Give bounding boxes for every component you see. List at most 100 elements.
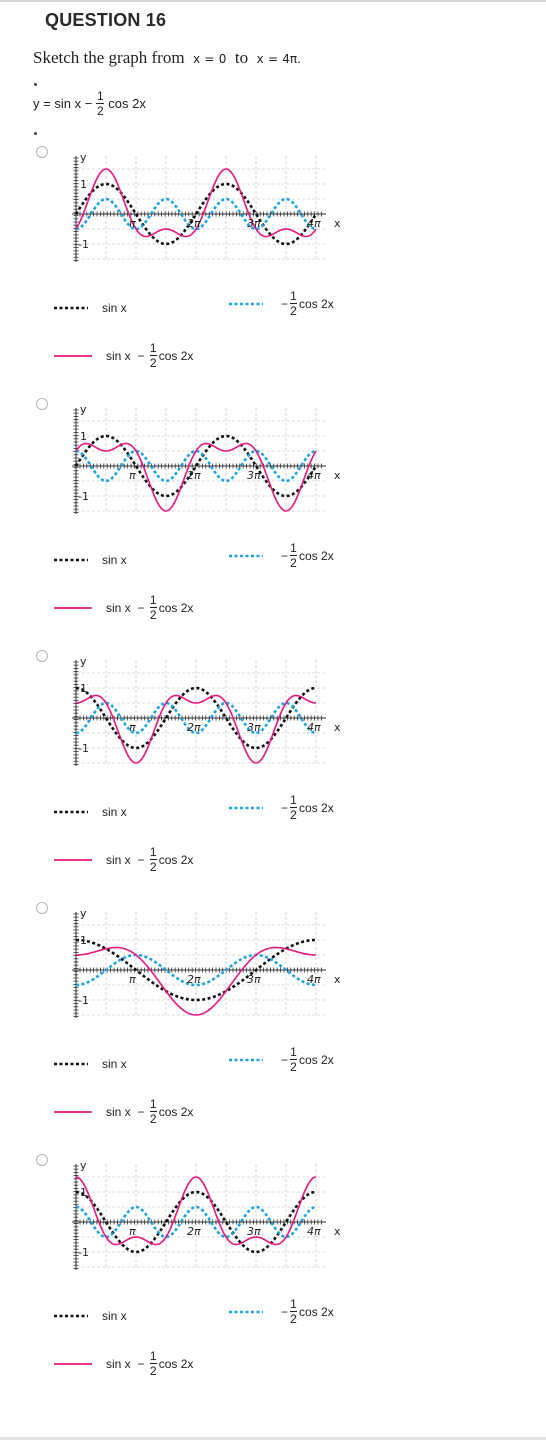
- legend-swatch-pink: [54, 354, 92, 357]
- legend-combo-sin: sin x: [106, 1104, 131, 1119]
- legend-frac-den: 2: [290, 1312, 297, 1326]
- legend-combo-cos: cos 2x: [158, 348, 194, 363]
- legend-swatch-blue: [229, 806, 263, 809]
- legend-combo-sin: sin x: [106, 600, 131, 615]
- legend-sin-label: sin x: [102, 1057, 127, 1071]
- y-tick-label-1: 1: [80, 430, 87, 443]
- y-axis-label: y: [80, 403, 87, 416]
- legend-swatch-black: [54, 1314, 88, 1318]
- legend-frac-den: 2: [290, 304, 297, 318]
- option-radio-4[interactable]: [36, 902, 48, 914]
- x-tick-label-4pi: 4π: [307, 721, 321, 734]
- eq-term1: sin x: [54, 96, 82, 111]
- y-tick-label-neg1: -1: [78, 490, 89, 503]
- series-line: [75, 953, 317, 987]
- legend-half-cos: − 1 2 cos 2x: [229, 1298, 334, 1325]
- legend-swatch-black: [54, 558, 88, 562]
- prompt-text: Sketch the graph from: [33, 48, 185, 67]
- option-radio-3[interactable]: [36, 650, 48, 662]
- y-axis-label: y: [80, 151, 87, 164]
- series-line: [75, 449, 317, 483]
- eq-equals: =: [43, 96, 51, 111]
- prompt-to: to: [234, 48, 249, 67]
- x-tick-label-pi: π: [129, 973, 136, 986]
- option-graph-2: y 1 -1 π 2π 3π 4π x: [72, 403, 341, 514]
- x-tick-label-3pi: 3π: [247, 469, 261, 482]
- legend-fraction: 1 2: [290, 1046, 298, 1074]
- x-tick-label-pi: π: [129, 217, 136, 230]
- legend-swatch-black: [54, 1062, 88, 1066]
- eq-lhs: y: [33, 96, 40, 111]
- legend-frac-den: 2: [149, 1364, 157, 1378]
- series-line: [75, 1205, 317, 1239]
- legend-minus: −: [281, 800, 289, 815]
- x-tick-label-4pi: 4π: [307, 469, 321, 482]
- answer-option-3: y 1 -1 π 2π 3π 4π x sin x − 1 2 cos 2x sin x −: [0, 650, 546, 902]
- legend-combo: sin x − 1 2 cos 2x: [54, 594, 193, 621]
- x-tick-label-3pi: 3π: [247, 217, 261, 230]
- legend-swatch-blue: [229, 302, 263, 305]
- legend-cos-label: cos 2x: [299, 296, 334, 311]
- legend-combo-sin: sin x: [106, 852, 131, 867]
- legend-frac-den: 2: [290, 1060, 297, 1074]
- series-line: [75, 197, 317, 231]
- option-radio-5[interactable]: [36, 1154, 48, 1166]
- legend-minus: −: [281, 1052, 289, 1067]
- legend-frac-num: 1: [149, 1097, 157, 1111]
- x-axis-label: x: [334, 469, 341, 482]
- series-line: [75, 701, 317, 735]
- bullet-dot: [34, 132, 37, 135]
- y-tick-label-1: 1: [80, 682, 87, 695]
- y-axis-label: y: [80, 907, 87, 920]
- eq-frac-num: 1: [96, 89, 104, 103]
- legend-sin-label: sin x: [102, 301, 127, 315]
- answer-option-1: y 1 -1 π 2π 3π 4π x sin x − 1 2 cos 2x sin x −: [0, 146, 546, 398]
- grid: [72, 1164, 326, 1268]
- legend-frac-num: 1: [149, 593, 157, 607]
- legend-combo-minus: −: [137, 1356, 145, 1371]
- legend-frac-num: 1: [149, 845, 157, 859]
- legend-combo: sin x − 1 2 cos 2x: [54, 342, 193, 369]
- legend-sin: sin x: [54, 1309, 127, 1323]
- option-radio-1[interactable]: [36, 146, 48, 158]
- legend-combo: sin x − 1 2 cos 2x: [54, 1098, 193, 1125]
- legend-swatch-pink: [54, 858, 92, 861]
- legend-frac-den: 2: [290, 808, 297, 822]
- y-axis-label: y: [80, 1159, 87, 1172]
- legend-fraction: 1 2: [149, 342, 157, 370]
- legend-fraction: 1 2: [149, 1350, 157, 1378]
- prompt-from: 0: [218, 52, 227, 66]
- legend-frac-num: 1: [290, 793, 297, 807]
- x-tick-label-2pi: 2π: [187, 469, 201, 482]
- legend-combo-sin: sin x: [106, 1356, 131, 1371]
- legend-swatch-black: [54, 306, 88, 310]
- x-tick-label-3pi: 3π: [247, 721, 261, 734]
- x-tick-label-3pi: 3π: [247, 1225, 261, 1238]
- legend-minus: −: [281, 296, 289, 311]
- legend-sin: sin x: [54, 553, 127, 567]
- option-radio-2[interactable]: [36, 398, 48, 410]
- legend-combo: sin x − 1 2 cos 2x: [54, 846, 193, 873]
- legend-swatch-pink: [54, 606, 92, 609]
- legend-combo-minus: −: [137, 600, 145, 615]
- y-axis-label: y: [80, 655, 87, 668]
- option-graph-4: y 1 -1 π 2π 3π 4π x: [72, 907, 341, 1018]
- x-tick-label-2pi: 2π: [187, 973, 201, 986]
- y-tick-label-1: 1: [80, 178, 87, 191]
- legend-fraction: 1 2: [290, 1298, 298, 1326]
- legend-half-cos: − 1 2 cos 2x: [229, 1046, 334, 1073]
- legend-combo-cos: cos 2x: [158, 852, 194, 867]
- x-tick-label-2pi: 2π: [187, 217, 201, 230]
- legend-half-cos: − 1 2 cos 2x: [229, 794, 334, 821]
- answer-option-4: y 1 -1 π 2π 3π 4π x sin x − 1 2 cos 2x sin x −: [0, 902, 546, 1154]
- bullet-dot: [34, 83, 37, 86]
- answer-option-2: y 1 -1 π 2π 3π 4π x sin x − 1 2 cos 2x sin x −: [0, 398, 546, 650]
- x-tick-label-2pi: 2π: [187, 721, 201, 734]
- x-axis-label: x: [334, 1225, 341, 1238]
- legend-frac-den: 2: [149, 356, 157, 370]
- legend-combo-cos: cos 2x: [158, 1356, 194, 1371]
- x-tick-label-3pi: 3π: [247, 973, 261, 986]
- legend-combo: sin x − 1 2 cos 2x: [54, 1350, 193, 1377]
- series-line: [75, 168, 317, 238]
- legend-frac-den: 2: [149, 860, 157, 874]
